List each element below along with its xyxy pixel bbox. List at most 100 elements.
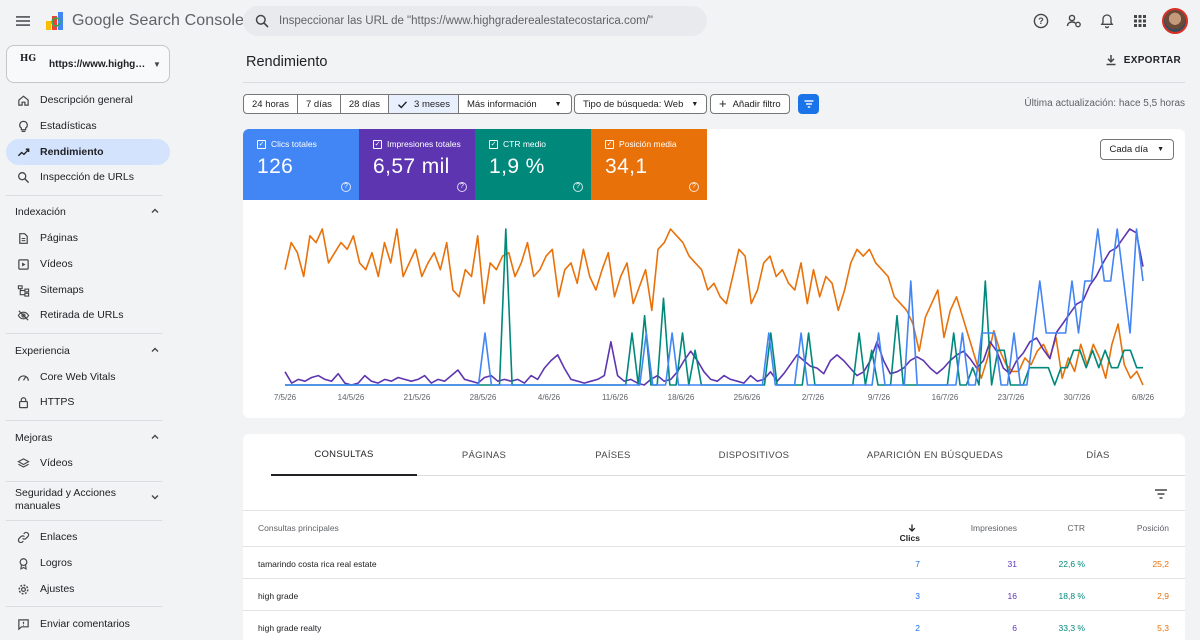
table-filter-icon[interactable] xyxy=(1151,484,1171,504)
nav-item-https[interactable]: HTTPS xyxy=(6,389,170,415)
metric-value: 34,1 xyxy=(605,155,648,178)
export-button[interactable]: EXPORTAR xyxy=(1105,54,1181,66)
nav-item-achievements[interactable]: Logros xyxy=(6,550,170,576)
app-title: Google Search Console xyxy=(72,12,244,29)
plus-icon: + xyxy=(719,96,727,111)
video-pages-icon xyxy=(16,257,30,271)
help-circle-icon[interactable]: ? xyxy=(573,182,583,192)
x-tick-label: 18/6/26 xyxy=(668,393,695,402)
cell-position: 2,9 xyxy=(1157,591,1169,601)
date-range-28d[interactable]: 28 días xyxy=(341,95,390,113)
cell-query: high grade realty xyxy=(258,623,322,633)
property-name: https://www.highgraderealestatecostarica… xyxy=(49,58,149,70)
tab-pages[interactable]: PÁGINAS xyxy=(461,449,507,461)
nav-item-video-pages[interactable]: Vídeos xyxy=(6,251,170,277)
date-range-24h[interactable]: 24 horas xyxy=(244,95,298,113)
hamburger-menu-icon[interactable] xyxy=(12,10,34,32)
url-inspection-search[interactable] xyxy=(243,6,707,36)
property-logo: HG xyxy=(19,54,37,64)
series-line-2 xyxy=(284,228,1144,386)
help-icon[interactable]: ? xyxy=(1030,10,1052,32)
date-range-more[interactable]: Más información ▼ xyxy=(466,98,562,110)
caret-down-icon: ▼ xyxy=(691,100,699,108)
nav-item-insights[interactable]: Estadísticas xyxy=(6,113,170,139)
section-security-manual-actions[interactable]: Seguridad y Acciones manuales xyxy=(0,487,172,519)
tab-dates[interactable]: DÍAS xyxy=(1086,449,1110,461)
metric-average-position[interactable]: ✓ Posición media 34,1 ? xyxy=(591,129,707,200)
x-tick-label: 11/6/26 xyxy=(602,393,629,402)
help-circle-icon[interactable]: ? xyxy=(689,182,699,192)
table-row[interactable]: high grade realty 2 6 33,3 % 5,3 xyxy=(243,611,1185,640)
nav-item-removals[interactable]: Retirada de URLs xyxy=(6,302,170,328)
nav-item-send-feedback[interactable]: Enviar comentarios xyxy=(6,611,170,637)
x-tick-label: 30/7/26 xyxy=(1064,393,1091,402)
tab-countries[interactable]: PAÍSES xyxy=(595,449,631,461)
metric-total-clicks[interactable]: ✓ Clics totales 126 ? xyxy=(243,129,359,200)
page-title: Rendimiento xyxy=(246,54,328,70)
cell-ctr: 33,3 % xyxy=(1058,623,1085,633)
feedback-icon xyxy=(16,617,30,631)
metric-total-impressions[interactable]: ✓ Impresiones totales 6,57 mil ? xyxy=(359,129,475,200)
table-row[interactable]: tamarindo costa rica real estate 7 31 22… xyxy=(243,547,1185,578)
cell-query: high grade xyxy=(258,591,299,601)
section-experience[interactable]: Experiencia xyxy=(0,340,172,362)
lightbulb-icon xyxy=(16,119,30,133)
notifications-bell-icon[interactable] xyxy=(1096,10,1118,32)
tab-search-appearance[interactable]: APARICIÓN EN BÚSQUEDAS xyxy=(866,449,1004,461)
column-header-position[interactable]: Posición xyxy=(1136,523,1169,533)
table-rule xyxy=(243,578,1185,579)
trending-up-icon xyxy=(16,145,30,159)
tab-devices[interactable]: DISPOSITIVOS xyxy=(718,449,790,461)
nav-item-performance[interactable]: Rendimiento xyxy=(6,139,170,165)
nav-item-url-inspection[interactable]: Inspección de URLs xyxy=(6,164,170,190)
nav-item-sitemaps[interactable]: Sitemaps xyxy=(6,277,170,303)
cell-ctr: 18,8 % xyxy=(1058,591,1085,601)
nav-item-links[interactable]: Enlaces xyxy=(6,524,170,550)
url-inspection-input[interactable] xyxy=(279,15,699,27)
eye-off-icon xyxy=(16,308,30,322)
layers-icon xyxy=(16,456,30,470)
nav-item-videos-enhancement[interactable]: Vídeos xyxy=(6,450,170,476)
column-header-clicks[interactable]: Clics xyxy=(889,523,920,543)
nav-item-overview[interactable]: Descripción general xyxy=(6,87,170,113)
x-tick-label: 9/7/26 xyxy=(868,393,891,402)
metric-average-ctr[interactable]: ✓ CTR medio 1,9 % ? xyxy=(475,129,591,200)
app-logo[interactable]: Google Search Console xyxy=(44,10,244,32)
granularity-selector[interactable]: Cada día ▼ xyxy=(1099,139,1174,160)
filter-options-button[interactable] xyxy=(798,94,819,114)
add-filter-button[interactable]: + Añadir filtro xyxy=(710,94,790,114)
table-row[interactable]: high grade 3 16 18,8 % 2,9 xyxy=(243,579,1185,610)
apps-grid-icon[interactable] xyxy=(1129,10,1151,32)
section-indexing[interactable]: Indexación xyxy=(0,201,172,223)
date-range-3m[interactable]: 3 meses xyxy=(389,95,459,113)
column-header-impressions[interactable]: Impresiones xyxy=(970,523,1017,533)
chevron-up-icon xyxy=(150,345,160,358)
nav-item-core-web-vitals[interactable]: Core Web Vitals xyxy=(6,364,170,390)
search-type-filter[interactable]: Tipo de búsqueda: Web ▼ xyxy=(574,94,708,114)
checkbox-checked-icon: ✓ xyxy=(373,139,382,149)
section-enhancements[interactable]: Mejoras xyxy=(0,427,172,449)
property-selector[interactable]: HG https://www.highgraderealestatecostar… xyxy=(6,45,170,83)
chevron-down-icon xyxy=(150,492,160,505)
date-range-7d[interactable]: 7 días xyxy=(298,95,341,113)
sitemap-icon xyxy=(16,283,30,297)
help-circle-icon[interactable]: ? xyxy=(457,182,467,192)
nav-item-label: HTTPS xyxy=(40,396,75,408)
help-circle-icon[interactable]: ? xyxy=(341,182,351,192)
manage-users-icon[interactable] xyxy=(1063,10,1085,32)
column-header-query[interactable]: Consultas principales xyxy=(258,523,339,533)
cell-position: 5,3 xyxy=(1157,623,1169,633)
nav-item-settings[interactable]: Ajustes xyxy=(6,576,170,602)
nav-item-label: Sitemaps xyxy=(40,284,84,296)
nav-item-label: Logros xyxy=(40,557,73,569)
cell-clicks: 2 xyxy=(915,623,920,633)
top-actions: ? xyxy=(1030,8,1188,34)
cell-ctr: 22,6 % xyxy=(1058,559,1085,569)
nav-item-pages[interactable]: Páginas xyxy=(6,225,170,251)
column-header-ctr[interactable]: CTR xyxy=(1067,523,1085,533)
speedometer-icon xyxy=(16,370,30,384)
lock-icon xyxy=(16,395,30,409)
tab-queries[interactable]: CONSULTAS xyxy=(271,434,417,476)
account-avatar[interactable] xyxy=(1162,8,1188,34)
x-tick-label: 6/8/26 xyxy=(1132,393,1155,402)
